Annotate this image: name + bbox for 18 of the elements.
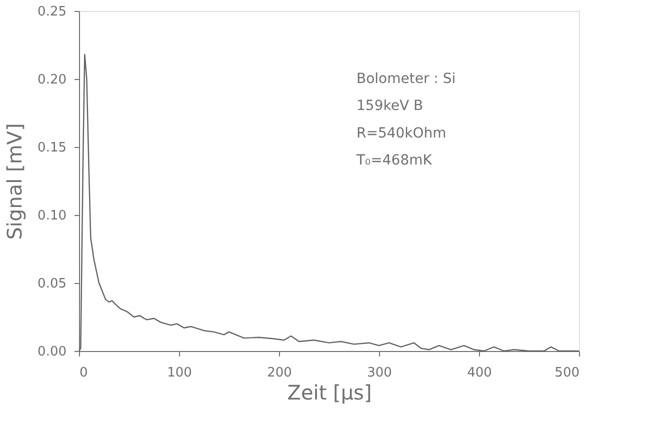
annotation: 159keV B <box>356 98 424 114</box>
y-tick-label: 0.00 <box>38 344 66 360</box>
x-tick-label: 200 <box>267 366 292 380</box>
y-axis-title: Signal [mV] <box>2 123 27 240</box>
x-tick-label: 100 <box>167 366 192 380</box>
y-tick-label: 0.10 <box>38 208 66 224</box>
annotation: T₀=468mK <box>356 152 433 169</box>
x-tick-label: 0 <box>80 366 88 380</box>
x-tick-label: 400 <box>467 366 492 380</box>
y-tick-label: 0.20 <box>38 72 66 88</box>
x-axis-title: Zeit [µs] <box>287 380 372 404</box>
y-tick-label: 0.25 <box>38 4 66 20</box>
x-tick-label: 300 <box>367 366 392 380</box>
annotation: Bolometer : Si <box>356 71 456 87</box>
annotation: R=540kOhm <box>356 125 446 142</box>
x-tick-label: 500 <box>554 366 580 380</box>
y-tick-label: 0.15 <box>38 140 66 156</box>
y-tick-label: 0.05 <box>38 276 66 292</box>
